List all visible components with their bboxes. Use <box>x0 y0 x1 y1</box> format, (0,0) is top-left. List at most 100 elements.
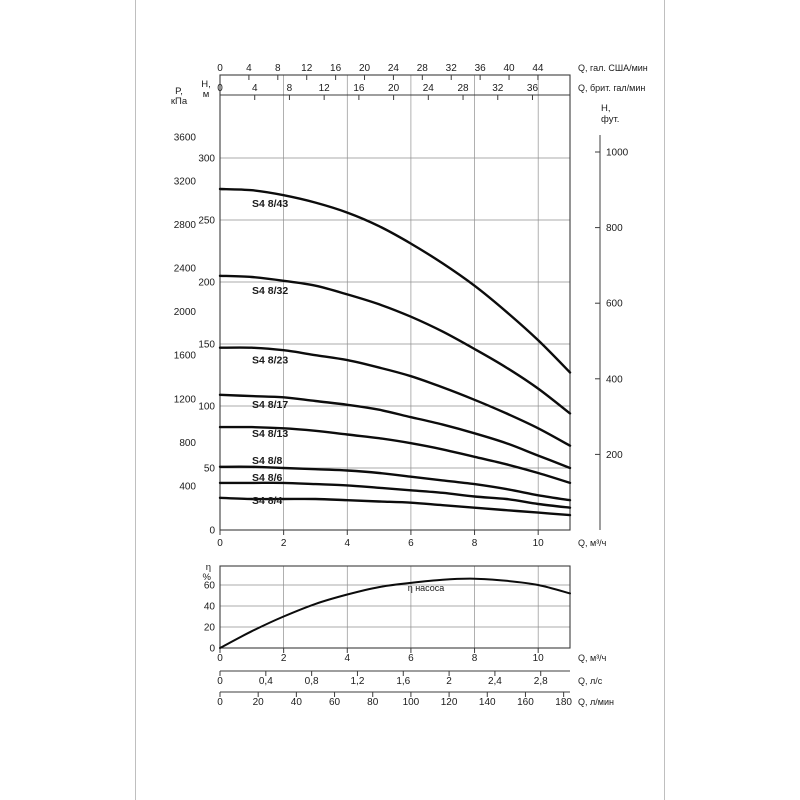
l-min-tick-label: 80 <box>367 697 379 708</box>
l-min-tick-label: 180 <box>555 697 572 708</box>
imp-gpm-tick-label: 16 <box>353 83 365 94</box>
imp-gpm-tick-label: 24 <box>423 83 435 94</box>
us-gpm-tick-label: 32 <box>446 63 458 74</box>
head-m-axis-label: H, <box>201 79 211 90</box>
pct-tick-label: 20 <box>204 623 216 634</box>
efficiency-curve-label: η насоса <box>408 583 445 593</box>
us-gpm-tick-label: 4 <box>246 63 252 74</box>
pct-axis-label: % <box>203 572 212 583</box>
pump-curve-label: S4 8/8 <box>252 455 283 467</box>
pump-curve-label: S4 8/43 <box>252 198 288 210</box>
pump-curve-S4-8-43 <box>218 187 572 374</box>
l-min-tick-label: 160 <box>517 697 534 708</box>
us-gpm-tick-label: 40 <box>503 63 515 74</box>
m3h-tick-label: 8 <box>472 538 478 549</box>
kpa-tick-label: 1600 <box>174 351 197 362</box>
pump-curve-label: S4 8/4 <box>252 495 283 507</box>
efficiency-plot-frame <box>219 565 571 649</box>
pump-curve-S4-8-4 <box>218 496 572 517</box>
us-gpm-tick-label: 28 <box>417 63 429 74</box>
head-m-tick-label: 150 <box>198 340 215 351</box>
pump-curve-label: S4 8/13 <box>252 428 288 440</box>
m3h-tick-label: 6 <box>408 538 414 549</box>
l-s-tick-label: 0,8 <box>305 676 319 687</box>
l-s-axis-label: Q, л/с <box>578 676 603 686</box>
page-edge-left <box>135 0 136 800</box>
pump-curve-label: S4 8/17 <box>252 399 288 411</box>
l-min-tick-label: 0 <box>217 697 223 708</box>
efficiency-curve <box>219 577 571 649</box>
kpa-axis-label: кПа <box>171 96 188 107</box>
head-m-tick-label: 200 <box>198 278 215 289</box>
pct-axis-label: η <box>206 562 211 573</box>
ft-axis-label: фут. <box>601 114 619 125</box>
l-min-tick-label: 140 <box>479 697 496 708</box>
m3h-axis-label: Q, м³/ч <box>578 653 607 663</box>
efficiency-chart: 60 40 20 0 η% 0 2 4 6 8 10 Q, м³/ч 0 0,4 0,8 1,2 1,6 2 2,4… <box>203 562 614 708</box>
m3h-tick-label: 8 <box>472 653 478 664</box>
page-edge-right <box>664 0 665 800</box>
l-min-tick-label: 60 <box>329 697 341 708</box>
kpa-tick-label: 3200 <box>174 176 197 187</box>
head-m-tick-label: 250 <box>198 216 215 227</box>
pump-curve-label: S4 8/23 <box>252 355 288 367</box>
us-gpm-tick-label: 12 <box>301 63 313 74</box>
ft-tick-label: 600 <box>606 299 623 310</box>
l-min-tick-label: 20 <box>253 697 265 708</box>
head-plot-frame <box>219 74 571 531</box>
m3h-tick-label: 10 <box>533 653 545 664</box>
head-m-axis-label: м <box>203 89 210 100</box>
imp-gpm-tick-label: 12 <box>319 83 331 94</box>
head-m-tick-label: 300 <box>198 154 215 165</box>
m3h-tick-label: 2 <box>281 653 287 664</box>
m3h-tick-label: 4 <box>344 538 350 549</box>
ft-tick-label: 1000 <box>606 148 629 159</box>
ft-tick-label: 200 <box>606 450 623 461</box>
m3h-tick-label: 2 <box>281 538 287 549</box>
ft-axis-label: H, <box>601 103 611 114</box>
pump-curve-S4-8-17 <box>218 393 572 470</box>
head-m-tick-label: 100 <box>198 402 215 413</box>
pct-tick-label: 60 <box>204 581 216 592</box>
pct-tick-label: 40 <box>204 602 216 613</box>
imp-gpm-tick-label: 32 <box>492 83 504 94</box>
us-gpm-axis-label: Q, гал. США/мин <box>578 63 648 73</box>
pump-curve-S4-8-23 <box>218 346 572 447</box>
l-s-tick-label: 1,2 <box>351 676 365 687</box>
l-min-tick-label: 120 <box>441 697 458 708</box>
us-gpm-tick-label: 8 <box>275 63 281 74</box>
m3h-tick-label: 0 <box>217 538 223 549</box>
l-s-tick-label: 2,4 <box>488 676 502 687</box>
head-m-tick-label: 0 <box>209 526 215 537</box>
imp-gpm-tick-label: 8 <box>287 83 293 94</box>
kpa-tick-label: 3600 <box>174 133 197 144</box>
us-gpm-tick-label: 36 <box>475 63 487 74</box>
us-gpm-tick-label: 44 <box>532 63 544 74</box>
imp-gpm-tick-label: 4 <box>252 83 258 94</box>
ft-tick-label: 400 <box>606 374 623 385</box>
head-m-tick-label: 50 <box>204 464 216 475</box>
us-gpm-tick-label: 24 <box>388 63 400 74</box>
kpa-tick-label: 1200 <box>174 394 197 405</box>
l-min-tick-label: 100 <box>403 697 420 708</box>
l-s-tick-label: 2 <box>446 676 452 687</box>
l-min-axis-label: Q, л/мин <box>578 697 614 707</box>
m3h-tick-label: 4 <box>344 653 350 664</box>
m3h-axis-label: Q, м³/ч <box>578 538 607 548</box>
imp-gpm-tick-label: 36 <box>527 83 539 94</box>
l-s-tick-label: 1,6 <box>396 676 410 687</box>
pump-curve-S4-8-6 <box>218 481 572 509</box>
pct-tick-label: 0 <box>209 644 215 655</box>
kpa-axis-label: P, <box>175 86 183 97</box>
m3h-tick-label: 6 <box>408 653 414 664</box>
l-s-tick-label: 0 <box>217 676 223 687</box>
l-s-tick-label: 2,8 <box>534 676 548 687</box>
imp-gpm-tick-label: 20 <box>388 83 400 94</box>
pump-curve-S4-8-8 <box>218 465 572 502</box>
us-gpm-tick-label: 0 <box>217 63 223 74</box>
imp-gpm-tick-label: 0 <box>217 83 223 94</box>
kpa-tick-label: 800 <box>179 438 196 449</box>
m3h-tick-label: 0 <box>217 653 223 664</box>
ft-tick-label: 800 <box>606 223 623 234</box>
